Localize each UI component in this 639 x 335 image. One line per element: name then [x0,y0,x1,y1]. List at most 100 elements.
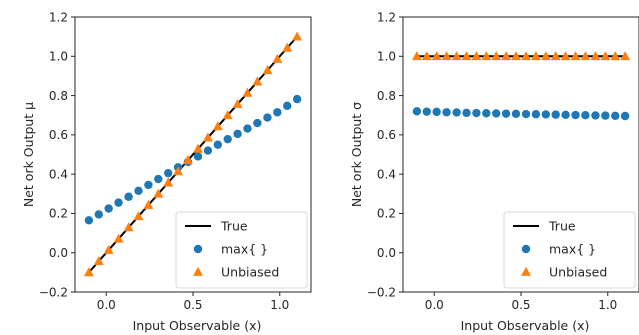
data-point-max [620,111,630,121]
legend-label: Unbiased [221,265,279,280]
data-point-unbiased [103,244,114,254]
data-point-unbiased [252,76,263,86]
data-point-unbiased [600,51,611,61]
data-point-max [551,110,560,119]
data-point-max [163,168,173,178]
data-point-max [243,124,252,133]
legend-label: max{ } [549,242,596,257]
data-point-unbiased [511,51,521,61]
data-point-unbiased [550,51,561,61]
data-point-max [601,111,610,120]
data-point-max [263,113,272,122]
data-point-max [154,174,163,184]
data-point-unbiased [451,51,462,61]
x-tick-label: 1.0 [270,298,289,312]
x-tick-label: 0.5 [511,298,530,312]
data-point-unbiased [570,51,581,61]
data-point-unbiased [242,87,253,97]
data-point-max [611,111,620,121]
data-point-unbiased [262,65,273,75]
legend-marker-unbiased [193,266,203,276]
data-point-max [571,110,580,120]
x-tick-label: 0.5 [183,298,202,312]
data-point-unbiased [501,51,512,61]
legend-marker-max [521,244,531,254]
data-point-max [84,216,94,225]
y-tick-label: −0.2 [39,285,68,299]
y-tick-label: 0.4 [377,167,396,181]
y-tick-label: 1.2 [377,10,396,24]
data-point-max [203,146,213,155]
legend: True max{ } Unbiased [175,211,308,289]
y-tick-label: 0.0 [377,246,396,260]
y-tick-label: 0.2 [377,207,396,221]
data-point-max [233,129,242,139]
data-point-unbiased [212,121,223,131]
data-point-unbiased [620,51,631,61]
y-axis-title: Net ork Output μ [21,102,36,207]
data-point-unbiased [441,51,452,61]
data-point-unbiased [222,110,233,120]
data-point-max [541,110,551,119]
legend-box [503,211,636,289]
chart-panel-1: 0.0 0.5 1.0 −0.2 0.0 0.2 0.4 0.6 0.8 1.0 1.2 Input … [21,10,312,333]
data-point-max [94,210,103,219]
data-point-unbiased [93,255,104,266]
data-point-unbiased [193,143,203,153]
y-tick-label: 1.0 [49,50,68,64]
x-tick-label: 0.0 [425,298,444,312]
data-point-max [521,109,531,119]
data-point-unbiased [560,51,571,61]
data-point-max [591,111,600,120]
chart-panel-2: 0.0 0.5 1.0 −0.2 0.0 0.2 0.4 0.6 0.8 1.0 1.2 Input … [349,10,639,333]
x-tick-label: 1.0 [598,298,617,312]
data-point-max [213,140,223,149]
y-tick-label: 0.8 [49,89,68,103]
data-point-max [412,107,422,116]
data-point-max [472,108,481,118]
data-point-max [144,180,153,190]
data-point-unbiased [143,199,154,209]
data-point-max [223,134,232,144]
data-point-max [114,198,123,207]
y-tick-label: 1.0 [377,50,396,64]
legend-label: max{ } [221,242,268,257]
x-tick-label: 0.0 [97,298,116,312]
legend-box [175,211,308,289]
series-line-true [88,35,298,274]
data-point-max [253,118,262,128]
data-point-max [531,110,541,119]
y-tick-label: 0.6 [49,128,68,142]
data-point-unbiased [431,51,442,61]
data-point-unbiased [133,210,144,221]
data-point-unbiased [580,51,591,61]
data-point-unbiased [163,177,174,187]
y-tick-label: 0.8 [377,89,396,103]
x-axis-title: Input Observable (x) [133,318,262,333]
data-point-max [432,107,441,117]
data-point-unbiased [232,98,243,108]
data-point-unbiased [530,51,541,61]
data-point-unbiased [461,51,472,61]
data-point-unbiased [113,233,124,243]
data-point-unbiased [540,51,551,61]
data-point-max [422,107,431,116]
data-point-max [462,108,471,118]
data-point-max [104,204,113,213]
data-point-unbiased [610,51,621,61]
data-point-max [442,108,451,117]
legend-marker-max [193,244,203,254]
data-point-unbiased [491,51,502,61]
legend: True max{ } Unbiased [503,211,636,289]
data-point-max [511,109,521,119]
legend-label: Unbiased [549,265,607,280]
data-point-unbiased [173,166,184,176]
data-point-unbiased [183,154,193,165]
y-tick-label: 0.6 [377,128,396,142]
y-tick-label: 0.2 [49,207,68,221]
data-point-max [491,109,501,118]
legend-label: True [548,219,576,234]
data-point-max [273,108,282,117]
y-tick-label: 0.4 [49,167,68,181]
